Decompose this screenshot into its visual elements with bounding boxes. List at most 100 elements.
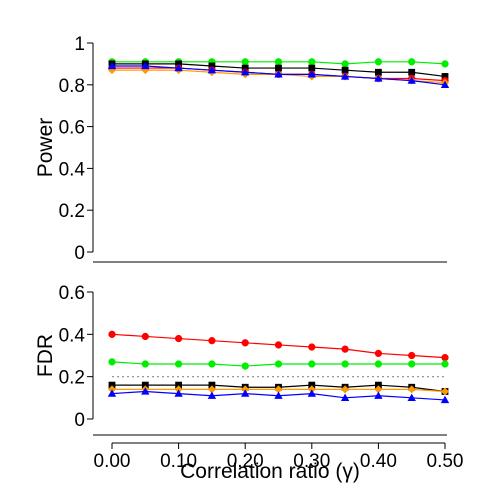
data-point	[241, 389, 250, 397]
data-point	[275, 64, 282, 72]
data-point	[274, 58, 283, 66]
data-point	[108, 358, 116, 366]
x-tick-label: 0.20	[227, 451, 264, 472]
series	[108, 385, 449, 396]
x-tick-label: 0.30	[293, 451, 330, 472]
series	[108, 330, 449, 362]
data-point	[441, 360, 449, 368]
data-point	[207, 385, 216, 394]
data-point	[407, 393, 416, 401]
data-point	[141, 381, 149, 389]
data-point	[307, 389, 316, 397]
data-point	[308, 343, 316, 351]
data-point	[174, 63, 183, 72]
y-tick-label: 0.4	[59, 159, 86, 180]
data-point	[108, 381, 116, 389]
data-point	[274, 391, 283, 399]
data-point	[174, 334, 183, 343]
data-point	[108, 330, 116, 338]
data-point	[141, 360, 149, 368]
data-point	[374, 349, 383, 358]
data-point	[174, 360, 183, 368]
data-point	[341, 345, 349, 353]
data-point	[408, 68, 416, 76]
data-point	[340, 72, 350, 80]
data-point	[308, 381, 316, 389]
data-point	[441, 387, 449, 396]
y-tick-label: 1	[74, 34, 85, 55]
data-point	[341, 385, 350, 394]
data-point	[107, 61, 117, 70]
y-tick-label: 0.6	[59, 118, 85, 139]
data-point	[141, 387, 150, 395]
data-point	[208, 360, 216, 368]
data-point	[307, 385, 316, 394]
data-point	[175, 381, 182, 389]
y-tick-label: 0.4	[59, 325, 86, 346]
data-point	[374, 385, 383, 394]
fdr-panel: 0 0.2 0.4 0.6 FDR	[34, 283, 450, 436]
data-point	[207, 391, 217, 399]
data-point	[308, 360, 316, 368]
data-point	[441, 353, 449, 362]
data-point	[374, 58, 383, 66]
data-point	[375, 381, 382, 389]
data-point	[308, 64, 316, 72]
data-point	[241, 58, 249, 66]
y-tick-label: 0	[74, 410, 85, 431]
x-axis: 0.00 0.10 0.20 0.30 0.40 0.50	[94, 442, 464, 472]
data-point	[408, 360, 416, 368]
data-point	[408, 58, 416, 66]
data-point	[341, 66, 349, 74]
data-point	[440, 80, 450, 88]
data-point	[208, 381, 216, 389]
data-point	[174, 385, 183, 394]
x-tick-label: 0.10	[160, 451, 197, 472]
data-point	[107, 389, 117, 397]
data-point	[341, 60, 349, 68]
y-tick-label: 0	[74, 243, 85, 264]
data-point	[207, 65, 217, 74]
y-axis-title: FDR	[34, 334, 57, 377]
data-point	[441, 60, 449, 68]
data-point	[374, 74, 383, 82]
y-tick-label: 0.8	[59, 76, 85, 97]
data-point	[208, 337, 216, 345]
data-point	[374, 360, 383, 368]
x-tick-label: 0.40	[360, 451, 397, 472]
data-point	[241, 68, 250, 76]
x-axis-title: Correlation ratio (γ)	[180, 460, 360, 483]
data-point	[440, 395, 450, 404]
data-point	[241, 385, 250, 394]
data-point	[341, 360, 349, 368]
x-tick-label: 0.00	[94, 451, 131, 472]
x-tick-label: 0.50	[427, 451, 464, 472]
series	[108, 358, 449, 370]
data-point	[274, 360, 283, 368]
data-point	[407, 76, 416, 84]
y-tick-label: 0.2	[59, 201, 85, 222]
power-panel: 0 0.2 0.4 0.6 0.8 1 Power	[34, 34, 450, 264]
data-point	[340, 393, 350, 401]
y-axis-title: Power	[34, 118, 57, 178]
data-point	[241, 362, 249, 370]
data-point	[274, 341, 283, 349]
data-point	[374, 391, 383, 399]
data-point	[407, 385, 416, 394]
series	[107, 387, 450, 404]
data-point	[274, 385, 283, 394]
data-point	[241, 339, 249, 347]
data-point	[141, 332, 149, 341]
y-tick-label: 0.2	[59, 368, 85, 389]
data-point	[141, 61, 150, 70]
data-point	[108, 385, 116, 394]
data-point	[408, 351, 416, 360]
series	[107, 61, 450, 88]
y-tick-label: 0.6	[59, 283, 85, 304]
data-point	[174, 389, 183, 397]
data-point	[375, 68, 382, 76]
data-point	[274, 70, 283, 78]
data-point	[307, 70, 316, 78]
data-point	[308, 58, 316, 66]
